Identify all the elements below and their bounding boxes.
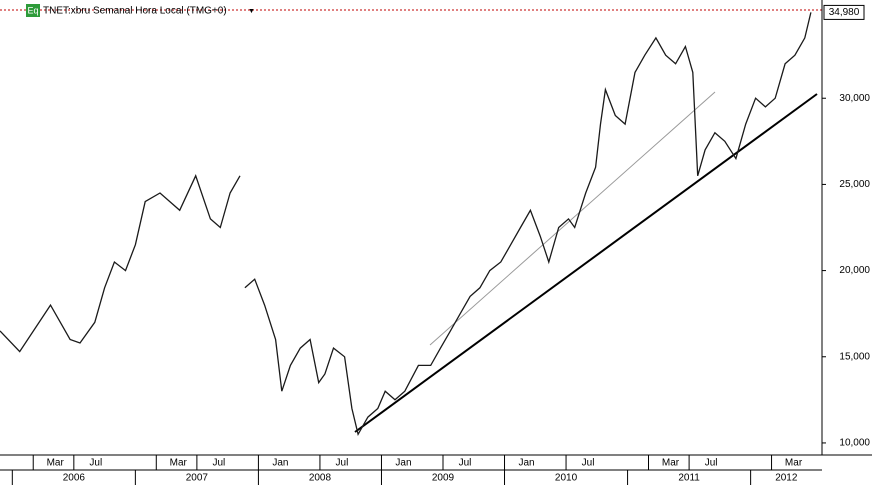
title-menu-arrow[interactable]: ▼: [248, 8, 255, 15]
badge: [26, 4, 40, 17]
trend-line-thin: [429, 91, 716, 346]
price-line: [0, 174, 241, 353]
last-price-box: [823, 4, 865, 20]
year-label: 2012: [775, 473, 798, 484]
chart-title[interactable]: TNET:xbru Semanal Hora Local (TMG+0): [43, 6, 227, 17]
x-tick-label: Jan: [518, 458, 534, 469]
year-label: 2008: [309, 473, 332, 484]
last-price-label: 34,980: [829, 7, 860, 18]
year-label: 2007: [186, 473, 209, 484]
year-label: 2006: [63, 473, 86, 484]
x-tick-label: Jan: [395, 458, 411, 469]
year-label: 2010: [555, 473, 578, 484]
x-tick-label: Mar: [785, 458, 803, 469]
y-tick-label: 25,000: [839, 179, 870, 190]
trend-line: [354, 93, 818, 433]
y-tick-label: 20,000: [839, 265, 870, 276]
y-tick-label: 30,000: [839, 93, 870, 104]
x-tick-label: Jan: [272, 458, 288, 469]
price-line: [244, 12, 812, 437]
x-tick-label: Mar: [47, 458, 65, 469]
y-tick-label: 10,000: [839, 438, 870, 449]
year-label: 2009: [432, 473, 455, 484]
y-tick-label: 15,000: [839, 351, 870, 362]
year-label: 2011: [678, 473, 700, 484]
badge-text: Eq: [27, 5, 38, 15]
x-tick-label: Jul: [582, 458, 595, 469]
x-tick-label: Jul: [459, 458, 472, 469]
x-tick-label: Jul: [705, 458, 718, 469]
x-tick-label: Mar: [170, 458, 188, 469]
x-tick-label: Jul: [212, 458, 225, 469]
x-tick-label: Jul: [336, 458, 349, 469]
x-tick-label: Jul: [89, 458, 102, 469]
x-tick-label: Mar: [662, 458, 680, 469]
